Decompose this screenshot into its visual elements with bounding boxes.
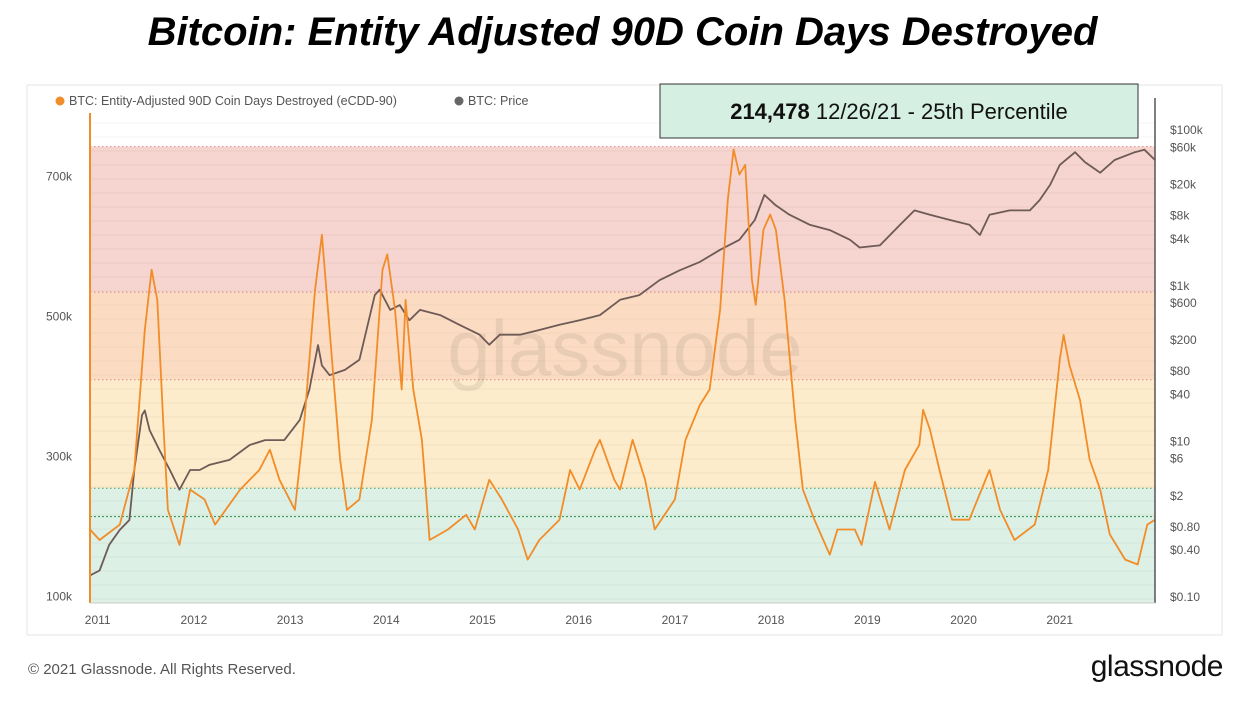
y-right-tick-label: $8k — [1170, 209, 1190, 223]
x-tick-label: 2011 — [85, 613, 111, 627]
x-tick-label: 2016 — [565, 613, 592, 627]
copyright: © 2021 Glassnode. All Rights Reserved. — [28, 661, 296, 678]
legend-swatch-price — [454, 96, 464, 106]
x-tick-label: 2018 — [758, 613, 785, 627]
band-3 — [90, 488, 1155, 603]
y-right-tick-label: $1k — [1170, 279, 1190, 293]
y-right-tick-label: $0.80 — [1170, 520, 1200, 534]
watermark-logo: glassnode — [447, 304, 803, 392]
y-right-tick-label: $80 — [1170, 364, 1190, 378]
y-right-tick-label: $10 — [1170, 434, 1190, 448]
series-lines — [89, 148, 1156, 577]
annotation-value: 214,478 — [730, 99, 810, 124]
y-right-tick-label: $40 — [1170, 388, 1190, 402]
y-right-tick-label: $20k — [1170, 178, 1197, 192]
axes: 100k 300k 500k 700k $100k $60k $20k $8k $4k $1k $6… — [46, 98, 1204, 627]
chart-title: Bitcoin: Entity Adjusted 90D Coin Days D… — [147, 10, 1098, 54]
ecdd-line — [89, 148, 1156, 566]
band-2 — [90, 379, 1155, 489]
y-right-tick-label: $60k — [1170, 140, 1197, 154]
x-tick-label: 2012 — [181, 613, 208, 627]
y-right-tick-label: $6 — [1170, 452, 1184, 466]
x-tick-label: 2017 — [662, 613, 689, 627]
x-tick-label: 2013 — [277, 613, 304, 627]
y-left-tick-label: 700k — [46, 170, 73, 184]
band-1 — [90, 292, 1155, 380]
y-left-tick-label: 500k — [46, 310, 73, 324]
price-line — [89, 148, 1156, 577]
legend: BTC: Entity-Adjusted 90D Coin Days Destr… — [55, 94, 528, 108]
y-left-tick-label: 300k — [46, 450, 73, 464]
annotation-box: 214,478 12/26/21 - 25th Percentile — [659, 83, 1139, 139]
y-right-tick-label: $4k — [1170, 232, 1190, 246]
legend-label-ecdd[interactable]: BTC: Entity-Adjusted 90D Coin Days Destr… — [69, 94, 397, 108]
x-tick-label: 2020 — [950, 613, 977, 627]
x-tick-label: 2021 — [1046, 613, 1073, 627]
y-right-tick-label: $200 — [1170, 333, 1197, 347]
svg-text:214,478 12/26/21 - 25th Percen: 214,478 12/26/21 - 25th Percentile — [730, 99, 1068, 124]
legend-swatch-ecdd — [55, 96, 65, 106]
y-left-tick-label: 100k — [46, 590, 73, 604]
x-tick-label: 2019 — [854, 613, 881, 627]
x-tick-label: 2014 — [373, 613, 400, 627]
y-right-tick-label: $0.40 — [1170, 543, 1200, 557]
y-right-tick-label: $0.10 — [1170, 590, 1200, 604]
legend-label-price[interactable]: BTC: Price — [468, 94, 528, 108]
glassnode-logo: glassnode — [1090, 650, 1224, 683]
y-right-tick-label: $2 — [1170, 489, 1184, 503]
y-right-tick-label: $100k — [1170, 123, 1204, 137]
band-0 — [90, 146, 1155, 293]
annotation-text: 12/26/21 - 25th Percentile — [810, 99, 1068, 124]
threshold-bands — [90, 146, 1155, 603]
x-tick-label: 2015 — [469, 613, 496, 627]
y-right-tick-label: $600 — [1170, 296, 1197, 310]
